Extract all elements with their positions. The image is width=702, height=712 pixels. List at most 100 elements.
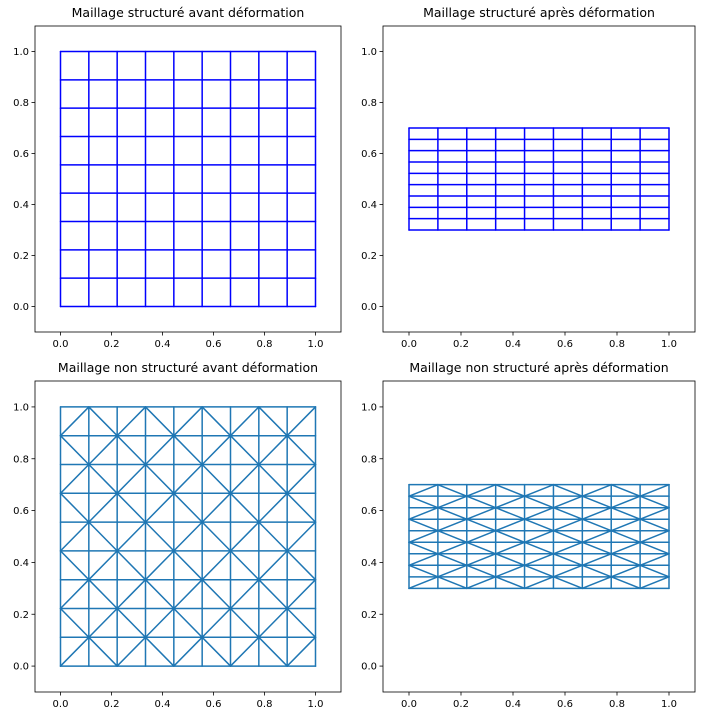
x-tick-label: 0.6	[557, 339, 573, 350]
x-tick-label: 0.6	[557, 699, 573, 710]
mesh-diagonal-line	[523, 576, 555, 590]
x-tick-label: 0.0	[401, 699, 417, 710]
mesh-lines	[408, 127, 670, 231]
x-tick-label: 0.4	[505, 699, 521, 710]
mesh-diagonal-line	[286, 492, 317, 523]
x-tick-label: 0.0	[53, 339, 69, 350]
mesh-diagonal-line	[581, 541, 612, 555]
x-tick-label: 0.4	[155, 699, 171, 710]
y-tick-label: 0.8	[361, 454, 377, 465]
mesh-diagonal-line	[286, 550, 317, 581]
axes-frame	[382, 25, 696, 333]
mesh-diagonal-line	[116, 607, 147, 639]
mesh-diagonal-line	[408, 553, 439, 567]
mesh-diagonal-line	[552, 564, 584, 578]
mesh-diagonal-line	[201, 521, 232, 552]
mesh-diagonal-line	[523, 506, 555, 520]
chart-panel-2: Maillage structuré après déformation 0.0 0…	[361, 5, 696, 350]
mesh-diagonal-line	[408, 483, 439, 497]
mesh-diagonal-line	[88, 406, 118, 437]
y-tick-label: 0.0	[13, 662, 29, 673]
y-tick-label: 0.6	[361, 149, 377, 160]
chart-title: Maillage non structuré après déformation	[409, 360, 668, 375]
mesh-diagonal-line	[116, 521, 147, 552]
mesh-diagonal-line	[229, 492, 260, 523]
mesh-diagonal-line	[144, 492, 175, 523]
mesh-diagonal-line	[581, 518, 612, 532]
mesh-diagonal-line	[144, 521, 175, 552]
mesh-diagonal-line	[229, 636, 260, 667]
mesh-diagonal-line	[523, 553, 555, 567]
mesh-diagonal-line	[116, 463, 147, 495]
y-tick-label: 0.2	[361, 610, 377, 621]
mesh-diagonal-line	[494, 483, 526, 497]
mesh-diagonal-line	[494, 518, 526, 532]
mesh-diagonal-line	[610, 518, 641, 532]
mesh-diagonal-line	[229, 434, 260, 466]
mesh-diagonal-line	[229, 607, 260, 639]
mesh-diagonal-line	[59, 434, 90, 466]
mesh-diagonal-line	[88, 463, 118, 495]
y-tick-label: 0.2	[361, 251, 377, 262]
y-tick-label: 0.4	[13, 200, 29, 211]
mesh-diagonal-line	[494, 506, 526, 520]
mesh-diagonal-line	[437, 576, 468, 590]
mesh-diagonal-line	[173, 578, 203, 610]
y-tick-label: 0.8	[13, 98, 29, 109]
y-tick-label: 1.0	[361, 402, 377, 413]
mesh-diagonal-line	[258, 636, 288, 667]
mesh-diagonal-line	[59, 492, 90, 523]
mesh-diagonal-line	[408, 529, 439, 544]
mesh-diagonal-line	[610, 576, 641, 590]
mesh-diagonal-line	[116, 492, 147, 523]
mesh-diagonal-line	[201, 578, 232, 610]
mesh-diagonal-line	[201, 607, 232, 639]
mesh-diagonal-line	[437, 518, 468, 532]
mesh-diagonal-line	[201, 463, 232, 495]
mesh-diagonal-line	[116, 434, 147, 466]
mesh-diagonal-line	[523, 483, 555, 497]
x-tick-label: 1.0	[661, 339, 677, 350]
x-tick-label: 0.8	[609, 339, 625, 350]
mesh-lines	[59, 406, 317, 667]
mesh-diagonal-line	[552, 483, 584, 497]
x-tick-label: 0.2	[453, 339, 469, 350]
y-tick-label: 0.6	[13, 506, 29, 517]
mesh-lines	[408, 483, 670, 590]
mesh-diagonal-line	[466, 576, 497, 590]
x-tick-label: 0.0	[401, 339, 417, 350]
x-tick-label: 0.6	[206, 339, 222, 350]
mesh-diagonal-line	[639, 506, 670, 520]
mesh-diagonal-line	[258, 578, 288, 610]
mesh-diagonal-line	[523, 518, 555, 532]
mesh-diagonal-line	[173, 463, 203, 495]
mesh-diagonal-line	[552, 553, 584, 567]
y-tick-label: 1.0	[13, 402, 29, 413]
mesh-diagonal-line	[552, 518, 584, 532]
mesh-diagonal-line	[258, 492, 288, 523]
mesh-diagonal-line	[229, 578, 260, 610]
mesh-diagonal-line	[408, 541, 439, 555]
mesh-diagonal-line	[610, 506, 641, 520]
mesh-diagonal-line	[88, 434, 118, 466]
mesh-diagonal-line	[552, 529, 584, 544]
mesh-diagonal-line	[466, 541, 497, 555]
mesh-diagonal-line	[437, 541, 468, 555]
axes-frame	[382, 380, 696, 693]
x-tick-label: 0.6	[206, 699, 222, 710]
mesh-diagonal-line	[286, 636, 317, 667]
y-tick-label: 0.8	[13, 454, 29, 465]
mesh-diagonal-line	[437, 529, 468, 544]
mesh-diagonal-line	[173, 550, 203, 581]
mesh-diagonal-line	[286, 607, 317, 639]
mesh-diagonal-line	[408, 576, 439, 590]
x-tick-label: 0.2	[104, 699, 120, 710]
mesh-diagonal-line	[581, 564, 612, 578]
mesh-diagonal-line	[639, 564, 670, 578]
mesh-diagonal-line	[523, 529, 555, 544]
axes-frame	[34, 380, 342, 693]
y-tick-label: 0.6	[361, 506, 377, 517]
mesh-diagonal-line	[144, 578, 175, 610]
mesh-diagonal-line	[144, 463, 175, 495]
